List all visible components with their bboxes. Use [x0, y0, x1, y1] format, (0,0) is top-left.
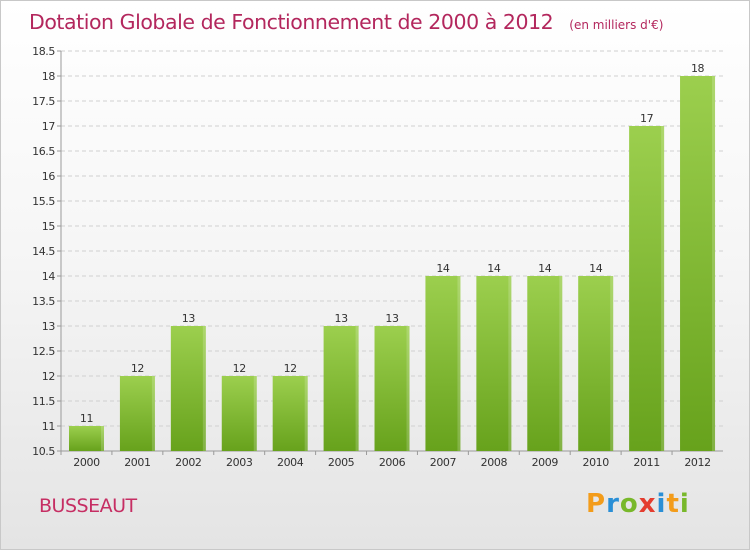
bar-highlight	[508, 276, 512, 451]
x-tick-label: 2006	[379, 456, 406, 469]
bar	[527, 276, 563, 451]
proxiti-logo: Proxiti	[586, 489, 690, 519]
y-tick-label: 11.5	[32, 395, 55, 408]
data-label: 13	[334, 312, 348, 325]
bar-highlight	[101, 426, 104, 451]
y-tick-label: 17.5	[32, 95, 55, 108]
logo-letter: P	[586, 489, 607, 519]
y-tick-label: 12	[42, 370, 55, 383]
bar-highlight	[202, 326, 206, 451]
x-tick-label: 2005	[328, 456, 355, 469]
x-tick-label: 2001	[124, 456, 150, 469]
logo-letter: i	[679, 489, 690, 519]
y-tick-label: 18.5	[32, 45, 55, 58]
data-label: 18	[691, 62, 705, 75]
bar	[374, 326, 410, 451]
chart-subtitle: (en milliers d'€)	[569, 18, 664, 32]
bar-highlight	[661, 126, 665, 451]
bar	[119, 376, 155, 451]
bar	[629, 126, 665, 451]
data-label: 11	[80, 412, 93, 425]
y-tick-label: 15.5	[32, 195, 55, 208]
bar-highlight	[457, 276, 461, 451]
bar	[578, 276, 614, 451]
bar-highlight	[610, 276, 614, 451]
data-label: 14	[589, 262, 603, 275]
bar-highlight	[406, 326, 410, 451]
x-tick-label: 2007	[430, 456, 457, 469]
bar	[425, 276, 461, 451]
bar	[323, 326, 359, 451]
x-tick-label: 2012	[684, 456, 710, 469]
bar-highlight	[712, 76, 716, 451]
data-label: 13	[182, 312, 196, 325]
data-label: 14	[436, 262, 450, 275]
data-label: 12	[233, 362, 246, 375]
data-label: 12	[131, 362, 144, 375]
location-name: BUSSEAUT	[39, 495, 137, 517]
logo-letter: i	[656, 489, 667, 519]
chart-title-block: Dotation Globale de Fonctionnement de 20…	[29, 10, 663, 34]
bar	[69, 426, 104, 451]
data-label: 14	[538, 262, 552, 275]
x-tick-label: 2002	[175, 456, 201, 469]
logo-letter: r	[606, 489, 620, 519]
y-tick-label: 13	[42, 320, 56, 333]
logo-letter: x	[638, 489, 657, 519]
x-tick-label: 2011	[633, 456, 659, 469]
bar-highlight	[304, 376, 308, 451]
x-tick-label: 2004	[277, 456, 304, 469]
y-tick-label: 13.5	[32, 295, 55, 308]
bar	[221, 376, 257, 451]
bar	[170, 326, 206, 451]
y-tick-label: 11	[42, 420, 55, 433]
logo-letter: t	[666, 489, 680, 519]
bar-highlight	[355, 326, 359, 451]
y-tick-label: 14.5	[32, 245, 55, 258]
x-tick-label: 2000	[73, 456, 100, 469]
y-tick-label: 16.5	[32, 145, 55, 158]
bar	[680, 76, 716, 451]
bars	[69, 76, 716, 451]
data-labels: 11 12 13 12 12 13 13 14 14 14 14 17 18	[80, 62, 705, 425]
y-tick-label: 17	[42, 120, 56, 133]
y-tick-label: 12.5	[32, 345, 55, 358]
chart-title: Dotation Globale de Fonctionnement de 20…	[29, 10, 554, 34]
data-label: 17	[640, 112, 654, 125]
data-label: 14	[487, 262, 501, 275]
x-tick-label: 2003	[226, 456, 253, 469]
logo-letter: o	[619, 489, 639, 519]
data-label: 13	[385, 312, 399, 325]
x-tick-label: 2010	[582, 456, 609, 469]
y-tick-label: 18	[42, 70, 56, 83]
x-tick-label: 2009	[532, 456, 559, 469]
y-tick-labels: 10.5 11 11.5 12 12.5 13 13.5 14 14.5 15 15.5 16 16.5…	[32, 45, 56, 458]
x-tick-label: 2008	[481, 456, 508, 469]
bar	[272, 376, 308, 451]
y-tick-label: 10.5	[32, 445, 55, 458]
bar-highlight	[559, 276, 563, 451]
y-tick-label: 14	[42, 270, 56, 283]
bar	[476, 276, 512, 451]
y-tick-label: 15	[42, 220, 56, 233]
bar-highlight	[151, 376, 155, 451]
bar-highlight	[253, 376, 257, 451]
data-label: 12	[284, 362, 297, 375]
x-tick-labels: 2000 2001 2002 2003 2004 2005 2006 2007 2008 2009…	[73, 456, 711, 469]
y-tick-label: 16	[42, 170, 56, 183]
